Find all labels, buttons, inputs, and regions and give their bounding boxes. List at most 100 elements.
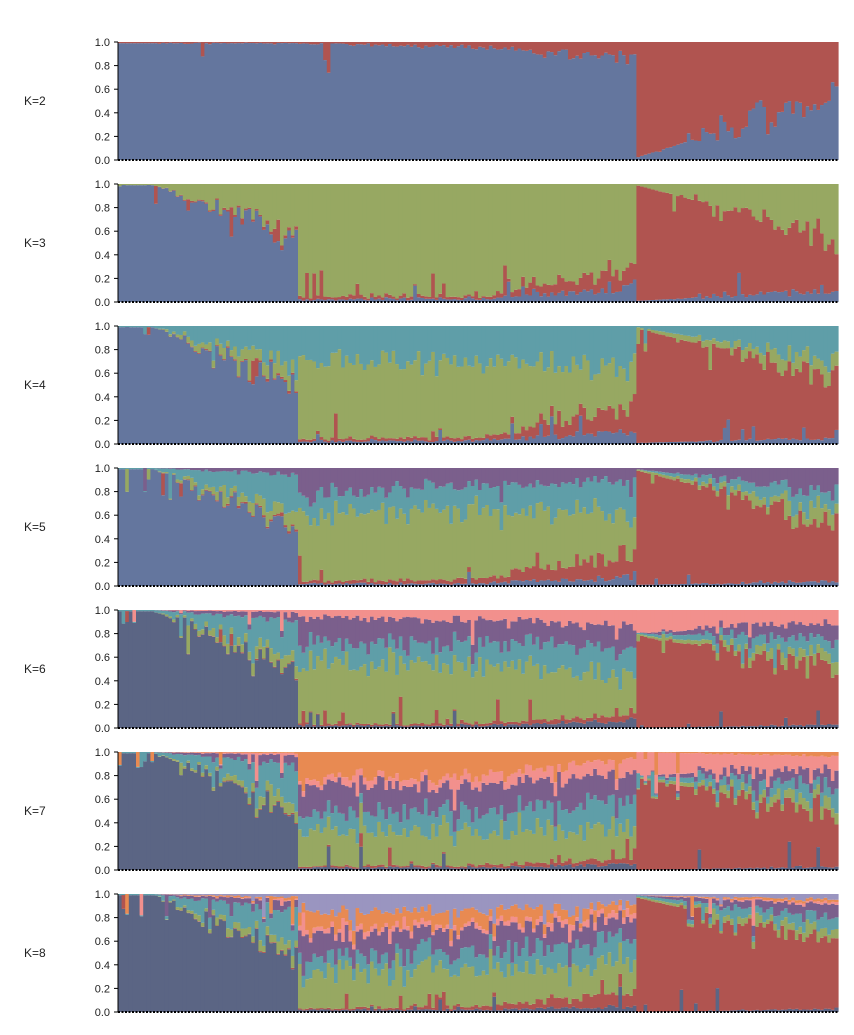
ancestry-segment <box>740 350 745 362</box>
ancestry-segment <box>240 754 245 762</box>
ancestry-segment <box>632 42 637 55</box>
ancestry-segment <box>409 364 414 438</box>
ancestry-segment <box>812 369 817 440</box>
ancestry-segment <box>262 375 267 377</box>
ancestry-segment <box>499 780 504 806</box>
ancestry-segment <box>380 350 385 438</box>
ancestry-segment <box>532 811 537 834</box>
ancestry-segment <box>186 336 191 343</box>
ancestry-segment <box>226 780 231 782</box>
ancestry-segment <box>485 299 490 302</box>
ancestry-segment <box>582 289 587 302</box>
ancestry-segment <box>470 577 475 584</box>
ancestry-segment <box>197 762 202 765</box>
ancestry-segment <box>470 822 475 836</box>
ancestry-segment <box>672 326 677 334</box>
ancestry-segment <box>402 46 407 160</box>
ancestry-segment <box>146 611 151 728</box>
ancestry-segment <box>784 438 789 444</box>
ancestry-segment <box>604 566 609 582</box>
ancestry-segment <box>384 497 389 524</box>
ancestry-segment <box>200 471 205 490</box>
ancestry-segment <box>168 191 173 302</box>
ancestry-segment <box>402 584 407 586</box>
ancestry-segment <box>798 582 803 586</box>
ancestry-segment <box>596 759 601 776</box>
ancestry-segment <box>553 284 558 296</box>
ancestry-segment <box>798 102 803 160</box>
ancestry-segment <box>715 491 720 497</box>
ancestry-segment <box>406 524 411 579</box>
ancestry-segment <box>510 610 515 622</box>
ancestry-segment <box>560 482 565 511</box>
ancestry-segment <box>676 468 681 473</box>
ancestry-segment <box>661 299 666 302</box>
ancestry-segment <box>182 479 187 586</box>
ancestry-segment <box>449 468 454 483</box>
ancestry-segment <box>514 641 519 670</box>
ancestry-segment <box>233 468 238 471</box>
ancestry-segment <box>445 184 450 298</box>
ancestry-segment <box>542 283 547 294</box>
ancestry-segment <box>553 866 558 870</box>
ancestry-segment <box>712 636 717 646</box>
ancestry-segment <box>316 580 321 584</box>
ancestry-segment <box>312 785 317 810</box>
ancestry-segment <box>676 610 681 632</box>
ancestry-segment <box>204 610 209 614</box>
ancestry-segment <box>398 618 403 637</box>
ancestry-segment <box>751 660 756 727</box>
ancestry-segment <box>312 502 317 519</box>
ancestry-segment <box>247 468 252 472</box>
ancestry-segment <box>701 184 706 203</box>
ancestry-segment <box>280 610 285 631</box>
ancestry-segment <box>568 468 573 483</box>
ancestry-segment <box>650 633 655 637</box>
ancestry-segment <box>535 636 540 664</box>
ancestry-segment <box>305 43 310 160</box>
ancestry-segment <box>506 281 511 302</box>
ancestry-segment <box>344 777 349 787</box>
ancestry-segment <box>434 42 439 45</box>
ancestry-segment <box>769 724 774 728</box>
ancestry-segment <box>517 368 522 434</box>
ancestry-segment <box>323 776 328 785</box>
ancestry-segment <box>596 662 601 718</box>
ancestry-segment <box>272 612 277 619</box>
ancestry-segment <box>416 642 421 657</box>
structure-panel: K=60.00.20.40.60.81.0 <box>24 605 839 735</box>
ancestry-segment <box>337 349 342 439</box>
ancestry-segment <box>355 184 360 284</box>
ancestry-segment <box>413 725 418 728</box>
ancestry-segment <box>269 752 274 754</box>
ancestry-segment <box>316 787 321 812</box>
ancestry-segment <box>172 612 177 620</box>
ancestry-segment <box>456 789 461 820</box>
ancestry-segment <box>625 819 630 839</box>
ancestry-segment <box>359 489 364 514</box>
ancestry-segment <box>762 355 767 370</box>
ancestry-segment <box>190 184 195 201</box>
ancestry-segment <box>233 616 238 646</box>
ancestry-segment <box>413 439 418 444</box>
ancestry-segment <box>452 438 457 442</box>
ancestry-segment <box>650 184 655 190</box>
ancestry-segment <box>337 513 342 581</box>
ancestry-segment <box>420 752 425 772</box>
ancestry-segment <box>571 645 576 678</box>
ancestry-segment <box>272 805 277 870</box>
ancestry-segment <box>269 661 274 663</box>
ancestry-segment <box>568 858 573 865</box>
ancestry-segment <box>294 184 299 227</box>
ancestry-segment <box>618 716 623 722</box>
ancestry-segment <box>762 294 767 302</box>
ancestry-segment <box>240 361 245 362</box>
ancestry-segment <box>344 468 349 491</box>
ancestry-segment <box>272 468 277 475</box>
ancestry-segment <box>499 502 504 531</box>
ancestry-segment <box>366 676 371 724</box>
ancestry-segment <box>769 648 774 659</box>
ancestry-segment <box>456 326 461 367</box>
ancestry-segment <box>416 781 421 793</box>
ancestry-segment <box>280 184 285 246</box>
